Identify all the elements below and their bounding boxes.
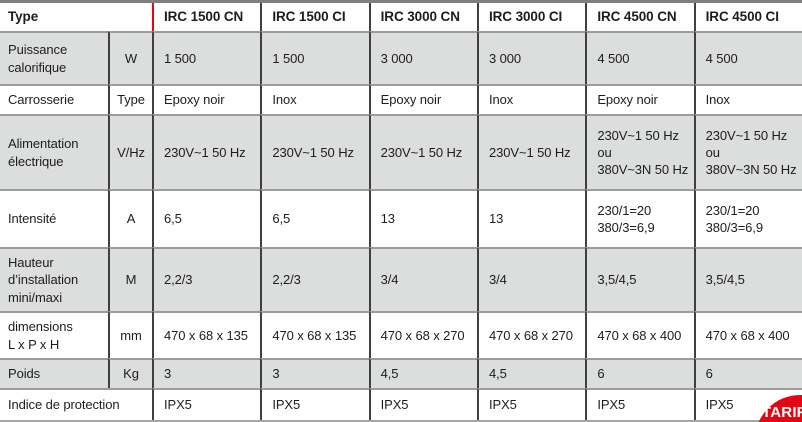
value-cell: 230V~1 50 Hz ou 380V~3N 50 Hz (585, 114, 694, 189)
value-cell: 470 x 68 x 400 (585, 311, 694, 358)
value-cell: 6 (693, 358, 802, 388)
value-cell: 230/1=20 380/3=6,9 (693, 189, 802, 247)
column-header: IRC 4500 CI (693, 3, 802, 31)
unit-cell: mm (108, 311, 152, 358)
value-cell: 470 x 68 x 270 (477, 311, 586, 358)
value-cell: 4 500 (693, 31, 802, 84)
value-cell: 230V~1 50 Hz (152, 114, 261, 189)
value-cell: Epoxy noir (585, 84, 694, 114)
value-cell: 4,5 (368, 358, 477, 388)
value-cell: 470 x 68 x 135 (260, 311, 369, 358)
value-cell: IPX5 (477, 388, 586, 420)
value-cell: 6 (585, 358, 694, 388)
column-header: IRC 1500 CI (260, 3, 368, 31)
value-cell: 3/4 (368, 247, 477, 311)
value-cell: IPX5 (585, 388, 694, 420)
value-cell: 4,5 (477, 358, 586, 388)
value-cell: 230/1=20 380/3=6,9 (585, 189, 694, 247)
unit-cell: M (108, 247, 152, 311)
value-cell: IPX5 (368, 388, 477, 420)
value-cell: 470 x 68 x 400 (693, 311, 802, 358)
unit-cell: V/Hz (108, 114, 152, 189)
value-cell: 2,2/3 (260, 247, 369, 311)
value-cell: 230V~1 50 Hz (260, 114, 369, 189)
column-header: IRC 1500 CN (152, 3, 260, 31)
value-cell: 6,5 (152, 189, 261, 247)
column-header: IRC 3000 CN (368, 3, 477, 31)
unit-cell: Type (108, 84, 152, 114)
value-cell: 2,2/3 (152, 247, 261, 311)
row-label: Puissance calorifique (0, 31, 108, 84)
value-cell: 470 x 68 x 135 (152, 311, 261, 358)
type-header: Type (8, 9, 39, 25)
value-cell: 4 500 (585, 31, 694, 84)
value-cell: Inox (477, 84, 586, 114)
value-cell: Epoxy noir (368, 84, 477, 114)
value-cell: Epoxy noir (152, 84, 261, 114)
value-cell: 6,5 (260, 189, 369, 247)
row-label: Hauteur d’installation mini/maxi (0, 247, 108, 311)
value-cell: 3 (260, 358, 369, 388)
column-header: IRC 4500 CN (585, 3, 693, 31)
value-cell: IPX5 (260, 388, 369, 420)
unit-cell: W (108, 31, 152, 84)
row-label: Carrosserie (0, 84, 108, 114)
value-cell: 1 500 (260, 31, 369, 84)
value-cell: 3 (152, 358, 261, 388)
value-cell: 230V~1 50 Hz ou 380V~3N 50 Hz (693, 114, 802, 189)
row-label: Alimentation électrique (0, 114, 108, 189)
row-label: dimensions L x P x H (0, 311, 108, 358)
unit-cell: A (108, 189, 152, 247)
value-cell: Inox (260, 84, 369, 114)
value-cell: 470 x 68 x 270 (368, 311, 477, 358)
unit-cell: Kg (108, 358, 152, 388)
value-cell: 1 500 (152, 31, 261, 84)
tarif-badge-label: TARIF (762, 404, 802, 421)
value-cell: 13 (477, 189, 586, 247)
column-header: IRC 3000 CI (477, 3, 585, 31)
row-label: Poids (0, 358, 108, 388)
value-cell: 3 000 (368, 31, 477, 84)
value-cell: 13 (368, 189, 477, 247)
value-cell: Inox (693, 84, 802, 114)
value-cell: IPX5 (152, 388, 261, 420)
value-cell: IPX5 (693, 388, 802, 420)
row-label: Intensité (0, 189, 108, 247)
value-cell: 3 000 (477, 31, 586, 84)
value-cell: 230V~1 50 Hz (477, 114, 586, 189)
value-cell: 230V~1 50 Hz (368, 114, 477, 189)
value-cell: 3/4 (477, 247, 586, 311)
value-cell: 3,5/4,5 (693, 247, 802, 311)
value-cell: 3,5/4,5 (585, 247, 694, 311)
row-label: Indice de protection (0, 388, 152, 420)
